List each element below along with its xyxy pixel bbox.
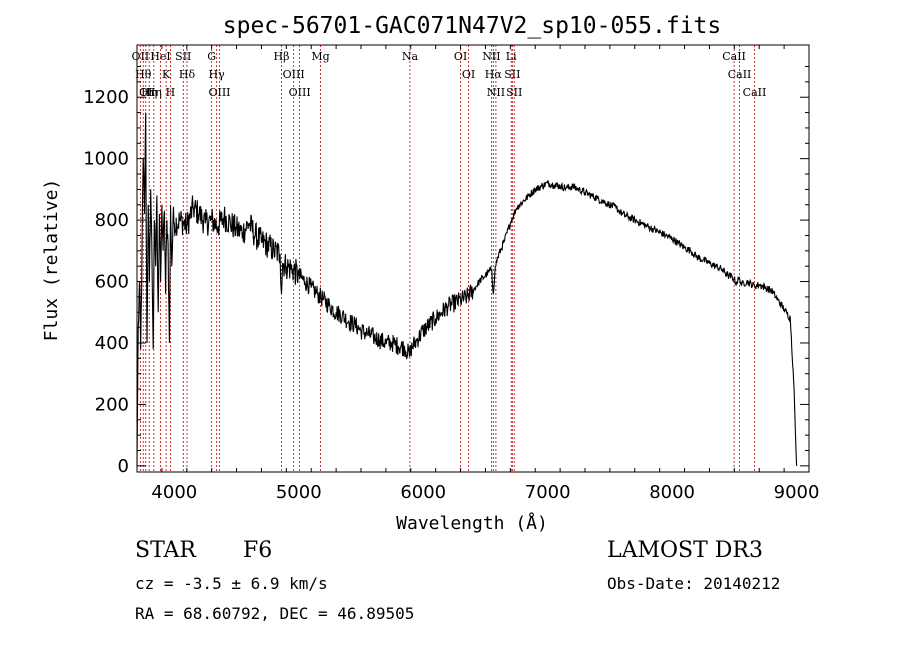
spectral-line-label: Na (402, 50, 419, 63)
x-tick-label: 7000 (525, 482, 571, 503)
y-tick-label: 600 (95, 272, 129, 293)
spectral-line-label: Hγ (209, 68, 226, 81)
y-tick-label: 400 (95, 333, 129, 354)
x-tick-label: 8000 (649, 482, 695, 503)
chart-title: spec-56701-GAC071N47V2_sp10-055.fits (223, 13, 722, 39)
y-tick-label: 0 (118, 456, 129, 477)
spectral-line-label: Hη (146, 86, 162, 99)
spectral-line-label: Hη (141, 86, 157, 99)
spectral-line-label: Hα (485, 68, 503, 81)
line-labels-layer: OIIHθOIHηHηHeIKHSIIHδGHγOIIIHβOIIIOIIIMg… (132, 50, 767, 99)
spectral-line-label: SII (175, 50, 191, 63)
spectral-line-label: OI (454, 50, 467, 63)
spectral-line-label: SII (506, 86, 522, 99)
spectral-line-label: Li (506, 50, 517, 63)
spectral-line-label: NII (487, 86, 505, 99)
x-tick-label: 9000 (774, 482, 820, 503)
y-tick-label: 200 (95, 394, 129, 415)
x-tick-label: 5000 (276, 482, 322, 503)
y-tick-label: 1000 (83, 149, 129, 170)
spectral-line-label: OIII (289, 86, 311, 99)
spectral-line-label: Hβ (274, 50, 290, 63)
spectral-line-label: NII (482, 50, 500, 63)
flux-series-line (136, 112, 798, 466)
spectral-line-label: CaII (728, 68, 752, 81)
x-tick-label: 4000 (151, 482, 197, 503)
spectral-line-label: HeI (150, 50, 170, 63)
spectral-line-label: G (207, 50, 216, 63)
x-tick-label: 6000 (400, 482, 446, 503)
spectral-line-label: SII (504, 68, 520, 81)
spectral-line-label: OIII (283, 68, 305, 81)
emission-lines-layer (139, 45, 755, 472)
plot-frame (136, 44, 810, 473)
y-axis-ticks: 0 200 400 600 800 1000 1200 (83, 66, 809, 477)
spectral-line-label: CaII (743, 86, 767, 99)
spectral-line-label: OII (132, 50, 150, 63)
y-tick-label: 800 (95, 210, 129, 231)
object-subclass: F6 (243, 538, 273, 563)
x-axis-ticks: 4000 5000 6000 7000 8000 9000 (136, 45, 820, 503)
survey-name: LAMOST DR3 (607, 538, 763, 563)
spectral-line-label: OI (139, 86, 152, 99)
spectral-line-label: K (162, 68, 171, 81)
ra-dec-coordinates: RA = 68.60792, DEC = 46.89505 (135, 604, 415, 623)
spectral-line-label: Hθ (135, 68, 152, 81)
spectral-line-label: OI (462, 68, 475, 81)
redshift-cz: cz = -3.5 ± 6.9 km/s (135, 574, 328, 593)
y-tick-label: 1200 (83, 87, 129, 108)
spectral-line-label: H (166, 86, 176, 99)
y-axis-label: Flux (relative) (41, 179, 62, 342)
spectral-line-label: CaII (722, 50, 746, 63)
x-axis-label: Wavelength (Å) (396, 512, 548, 534)
spectral-line-label: Hδ (179, 68, 196, 81)
spectral-line-label: Mg (311, 50, 329, 63)
observation-date: Obs-Date: 20140212 (607, 574, 781, 593)
spectral-line-label: OIII (208, 86, 230, 99)
object-class: STAR (135, 538, 196, 563)
